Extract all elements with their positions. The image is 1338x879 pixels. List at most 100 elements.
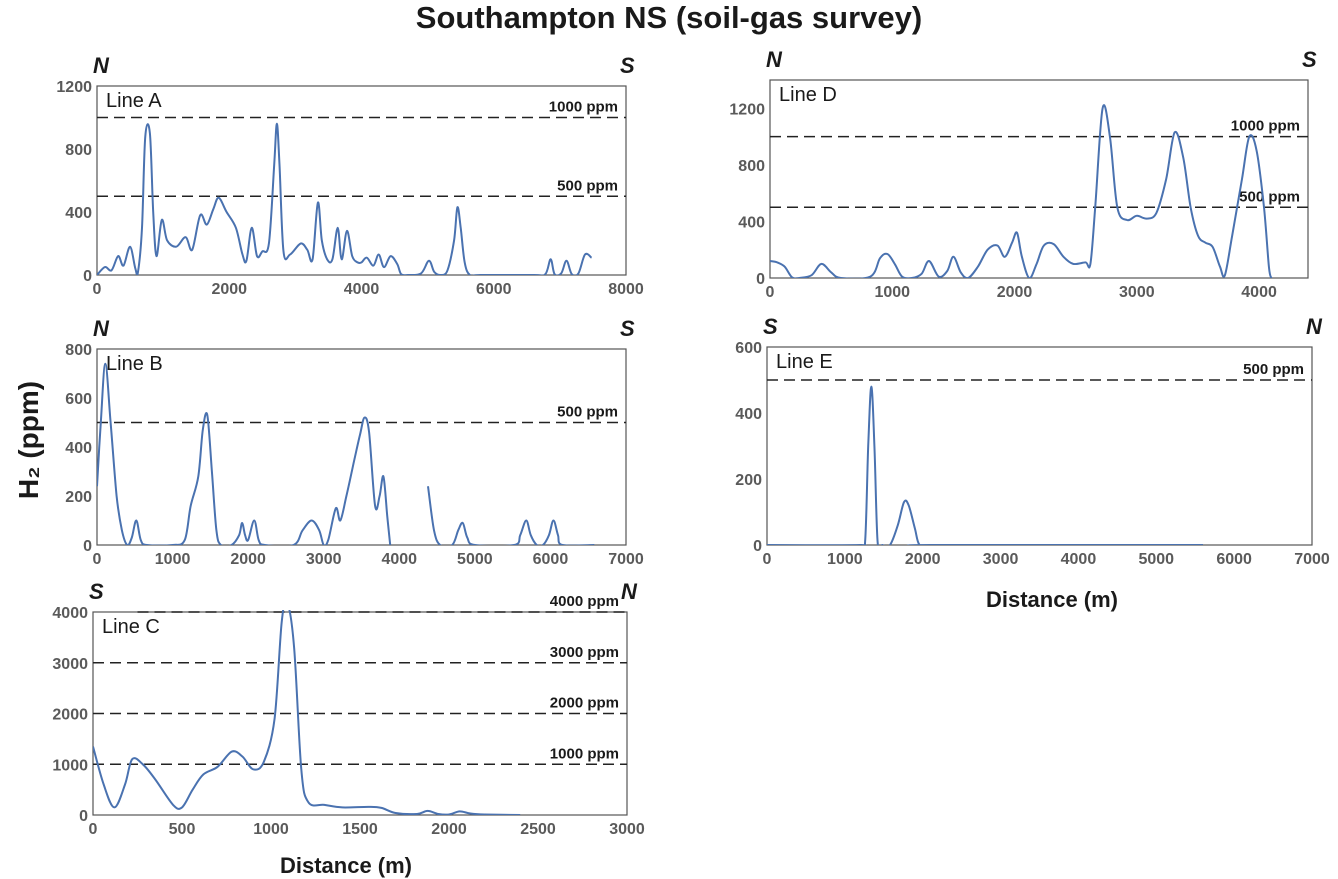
y-tick-label: 0 [79,808,88,825]
panel-title: Line D [779,84,837,106]
panel-line-b: 500 ppm 0 1000 2000 3000 4000 5000 6000 7000 0 200… [65,316,644,568]
y-tick-label: 400 [65,205,92,222]
y-tick-label: 3000 [52,656,88,673]
x-tick-label: 6000 [1216,551,1252,568]
x-tick-label: 2000 [211,281,247,298]
x-tick-label: 2000 [431,821,467,838]
reference-line-label: 4000 ppm [550,593,619,610]
x-axis-title-bottom: Distance (m) [280,853,412,878]
direction-label-left: N [93,53,110,78]
x-tick-label: 5000 [1138,551,1174,568]
y-tick-label: 200 [65,489,92,506]
x-tick-label: 0 [89,821,98,838]
reference-line-label: 1000 ppm [549,99,618,116]
x-tick-label: 2000 [905,551,941,568]
direction-label-right: N [621,579,638,604]
panel-line-e: 500 ppm 0 1000 2000 3000 4000 5000 6000 7000 0 200… [735,314,1330,568]
panel-title: Line E [776,351,833,373]
x-tick-label: 4000 [1241,284,1277,301]
x-tick-label: 4000 [381,551,417,568]
panel-line-a: 1000 ppm 500 ppm 0 2000 4000 6000 8000 0 400 800 1… [56,53,643,298]
panel-line-c: 4000 ppm 3000 ppm 2000 ppm 1000 ppm 0 500 1000… [52,579,644,838]
direction-label-left: N [93,316,110,341]
reference-line-label: 3000 ppm [550,644,619,661]
direction-label-left: S [763,314,778,339]
x-tick-label: 0 [766,284,775,301]
data-series-line [93,610,521,815]
plot-frame [96,348,627,546]
x-tick-label: 4000 [344,281,380,298]
y-tick-label: 2000 [52,707,88,724]
x-tick-label: 6000 [476,281,512,298]
y-tick-label: 0 [753,538,762,555]
y-tick-label: 800 [65,142,92,159]
reference-line-label: 500 ppm [557,177,618,194]
y-tick-label: 4000 [52,605,88,622]
y-tick-label: 1000 [52,757,88,774]
x-tick-label: 0 [763,551,772,568]
panel-title: Line C [102,616,160,638]
panel-line-d: 1000 ppm 500 ppm 0 1000 2000 3000 4000 0 400 800 1… [729,47,1317,301]
x-tick-label: 1500 [342,821,378,838]
y-tick-label: 800 [738,158,765,175]
reference-line-label: 2000 ppm [550,695,619,712]
x-tick-label: 2000 [230,551,266,568]
y-tick-label: 400 [65,440,92,457]
plot-frame [766,346,1313,546]
panel-title: Line B [106,353,163,375]
plot-frame [92,611,628,816]
x-tick-label: 1000 [874,284,910,301]
y-tick-label: 800 [65,342,92,359]
x-tick-label: 500 [169,821,196,838]
reference-line-label: 500 ppm [1243,361,1304,378]
x-tick-label: 3000 [609,821,645,838]
x-tick-label: 6000 [533,551,569,568]
y-tick-label: 1200 [56,79,92,96]
data-series-line [97,122,593,275]
x-tick-label: 3000 [1119,284,1155,301]
data-series-line [770,104,1273,278]
x-tick-label: 4000 [1061,551,1097,568]
shared-y-axis-title: H₂ (ppm) [13,381,44,499]
y-tick-label: 0 [756,271,765,288]
x-tick-label: 7000 [608,551,644,568]
plot-frame [96,85,627,276]
data-series-line [767,385,1203,545]
direction-label-right: N [1306,314,1323,339]
data-series-line [427,486,595,545]
x-tick-label: 5000 [457,551,493,568]
figure-title: Southampton NS (soil-gas survey) [415,0,923,35]
direction-label-right: S [1302,47,1317,72]
y-tick-label: 600 [65,391,92,408]
x-tick-label: 0 [93,551,102,568]
direction-label-left: S [89,579,104,604]
plot-frame [769,79,1309,279]
reference-line-label: 500 ppm [557,404,618,421]
data-series-line [97,362,392,545]
x-tick-label: 3000 [306,551,342,568]
x-tick-label: 8000 [608,281,644,298]
reference-line-label: 1000 ppm [1231,118,1300,135]
y-tick-label: 0 [83,538,92,555]
panel-title: Line A [106,90,162,112]
x-axis-title-right: Distance (m) [986,587,1118,612]
y-tick-label: 400 [738,214,765,231]
reference-line-label: 1000 ppm [550,745,619,762]
y-tick-label: 0 [83,268,92,285]
y-tick-label: 200 [735,472,762,489]
reference-line-label: 500 ppm [1239,188,1300,205]
y-tick-label: 400 [735,406,762,423]
y-tick-label: 1200 [729,101,765,118]
direction-label-right: S [620,53,635,78]
x-tick-label: 3000 [983,551,1019,568]
direction-label-left: N [766,47,783,72]
x-tick-label: 7000 [1294,551,1330,568]
x-tick-label: 1000 [253,821,289,838]
y-tick-label: 600 [735,340,762,357]
x-tick-label: 2000 [997,284,1033,301]
x-tick-label: 0 [93,281,102,298]
direction-label-right: S [620,316,635,341]
x-tick-label: 1000 [155,551,191,568]
